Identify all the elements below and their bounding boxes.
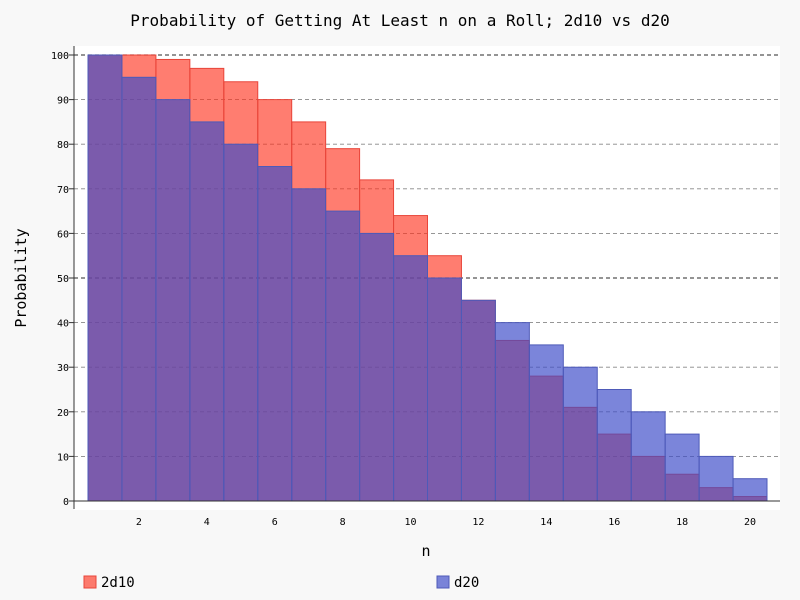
y-tick-label-0: 0 xyxy=(63,497,69,508)
bar-d20-10 xyxy=(393,255,428,502)
x-axis-label: n xyxy=(421,542,430,560)
x-tick-label-16: 16 xyxy=(608,517,620,528)
legend-item-2d10[interactable]: 2d10 xyxy=(83,575,135,591)
x-tick-label-12: 12 xyxy=(472,517,484,528)
x-tick-label-10: 10 xyxy=(405,517,417,528)
legend: 2d10 d20 xyxy=(83,575,479,591)
y-axis-label: Probability xyxy=(12,228,30,327)
bar-d20-13 xyxy=(494,322,530,502)
y-tick-label-60: 60 xyxy=(57,229,69,240)
bar-d20-20 xyxy=(732,478,768,502)
y-tick-label-90: 90 xyxy=(57,96,69,107)
x-tick-label-14: 14 xyxy=(540,517,552,528)
legend-label-2d10: 2d10 xyxy=(101,575,135,591)
y-tick-label-80: 80 xyxy=(57,140,69,151)
bar-d20-2 xyxy=(121,76,157,502)
bar-d20-18 xyxy=(664,433,700,502)
bar-d20-6 xyxy=(257,166,293,502)
bar-d20-5 xyxy=(223,143,259,502)
y-tick-label-100: 100 xyxy=(51,51,69,62)
bar-d20-12 xyxy=(460,299,496,502)
y-tick-label-50: 50 xyxy=(57,274,69,285)
x-tick-label-4: 4 xyxy=(204,517,210,528)
bar-d20-3 xyxy=(155,99,191,502)
legend-swatch-d20 xyxy=(436,575,450,589)
bar-d20-11 xyxy=(427,277,462,502)
bar-d20-1 xyxy=(87,54,123,502)
series-d20-bars xyxy=(87,54,768,502)
x-tick-label-20: 20 xyxy=(744,517,756,528)
tick-labels: 0 10 20 30 40 50 60 70 80 90 100 2 4 6 8 10 12 14 16 18 20 xyxy=(51,51,756,528)
legend-swatch-2d10 xyxy=(83,575,97,589)
bar-d20-4 xyxy=(189,121,225,502)
bar-d20-7 xyxy=(291,188,327,502)
bar-d20-9 xyxy=(359,232,395,502)
y-tick-label-30: 30 xyxy=(57,363,69,374)
legend-item-d20[interactable]: d20 xyxy=(436,575,479,591)
x-tick-label-18: 18 xyxy=(676,517,688,528)
y-tick-label-20: 20 xyxy=(57,408,69,419)
bar-d20-17 xyxy=(630,411,666,502)
bar-d20-19 xyxy=(698,455,734,502)
chart-title: Probability of Getting At Least n on a R… xyxy=(130,11,669,30)
y-tick-label-70: 70 xyxy=(57,185,69,196)
bar-d20-8 xyxy=(325,210,361,502)
y-tick-label-10: 10 xyxy=(57,452,69,463)
y-tick-label-40: 40 xyxy=(57,319,69,330)
bar-d20-15 xyxy=(562,366,598,502)
bar-d20-14 xyxy=(528,344,564,502)
legend-label-d20: d20 xyxy=(454,575,479,591)
x-tick-label-2: 2 xyxy=(136,517,142,528)
x-tick-label-8: 8 xyxy=(340,517,346,528)
x-tick-label-6: 6 xyxy=(272,517,278,528)
bar-d20-16 xyxy=(596,389,632,502)
